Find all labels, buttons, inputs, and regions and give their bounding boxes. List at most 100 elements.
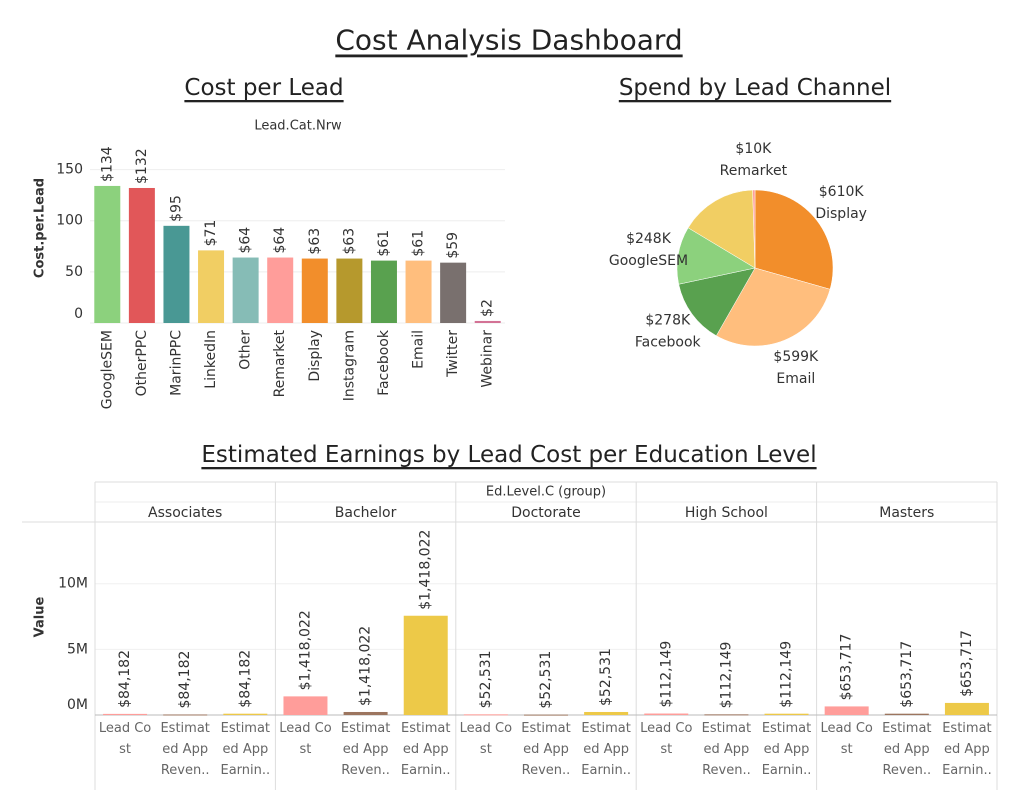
slice-value-label: $599K — [773, 349, 819, 365]
bar — [128, 187, 155, 323]
pie-slice — [715, 267, 831, 347]
x-tick-label: Email — [411, 330, 427, 369]
bar — [403, 615, 448, 715]
value-label: $52,531 — [538, 651, 554, 709]
value-label: $653,717 — [959, 630, 975, 697]
x-tick-label-box: Estimated App Earnin.. — [221, 721, 271, 778]
bar — [884, 713, 929, 715]
x-tick-label: Remarket — [272, 330, 288, 398]
x-tick-label: Lead Cost — [820, 721, 873, 757]
slice-label: Display — [815, 206, 867, 222]
value-label: $653,717 — [899, 641, 915, 708]
value-label: $1,418,022 — [358, 626, 374, 706]
value-label: $84,182 — [237, 650, 253, 708]
value-label: $64 — [272, 227, 288, 254]
x-tick-label: Twitter — [445, 330, 461, 378]
x-tick-label: Estimated App Earnin.. — [400, 721, 451, 778]
slice-value-label: $278K — [645, 313, 691, 329]
bar — [474, 320, 501, 323]
y-axis-title: Value — [33, 596, 48, 637]
bar — [94, 185, 121, 323]
slice-label: Remarket — [720, 163, 788, 179]
x-tick-label: Other — [238, 330, 254, 370]
x-tick-label-box: Lead Cost — [459, 721, 513, 757]
x-tick-label-box: Lead Cost — [98, 721, 152, 757]
value-label: $134 — [99, 146, 115, 182]
slice-value-label: $248K — [626, 231, 672, 247]
bar — [944, 702, 989, 715]
pie-slice — [687, 189, 756, 269]
bar — [223, 713, 268, 715]
chart-title: Estimated Earnings by Lead Cost per Educ… — [201, 442, 816, 468]
value-label: $653,717 — [839, 634, 855, 701]
x-tick-label-box: Estimated App Earnin.. — [581, 721, 631, 778]
panel-label: Associates — [148, 505, 222, 521]
x-tick-label: GoogleSEM — [99, 330, 115, 409]
value-label: $61 — [376, 230, 392, 257]
x-tick-label-box: Estimated App Reven.. — [702, 721, 751, 778]
value-label: $71 — [203, 220, 219, 247]
x-tick-label: Estimated App Earnin.. — [581, 721, 631, 778]
panel-label: Masters — [879, 505, 934, 521]
value-label: $61 — [411, 230, 427, 257]
x-tick-label: Estimated App Earnin.. — [761, 721, 812, 778]
x-axis-header: Lead.Cat.Nrw — [254, 119, 342, 134]
x-tick-label-box: Lead Cost — [820, 721, 873, 757]
slice-label: Facebook — [635, 335, 702, 351]
bar — [704, 714, 749, 716]
chart-title: Cost per Lead — [184, 75, 343, 101]
x-tick-label: Estimated App Reven.. — [160, 721, 210, 778]
value-label: $112,149 — [658, 641, 674, 708]
x-tick-label: Lead Cost — [98, 721, 152, 757]
x-tick-label-box: Estimated App Earnin.. — [942, 721, 992, 778]
x-tick-label: Facebook — [376, 329, 392, 396]
y-tick-label: 50 — [65, 264, 83, 280]
slice-value-label: $610K — [819, 184, 865, 200]
bar — [405, 260, 432, 323]
bar — [283, 696, 328, 715]
chart-title: Spend by Lead Channel — [619, 75, 891, 101]
x-tick-label: Estimated App Reven.. — [882, 721, 932, 778]
x-tick-label: LinkedIn — [203, 330, 219, 389]
y-tick-label: 0M — [67, 697, 88, 713]
dashboard-title: Cost Analysis Dashboard — [335, 24, 682, 57]
value-label: $52,531 — [598, 648, 614, 706]
bar — [267, 257, 294, 323]
x-tick-label: Display — [307, 330, 323, 382]
bar — [644, 713, 689, 715]
value-label: $64 — [238, 227, 254, 254]
x-tick-label-box: Estimated App Earnin.. — [400, 721, 451, 778]
value-label: $95 — [168, 195, 184, 222]
x-tick-label: Estimated App Reven.. — [521, 721, 571, 778]
value-label: $84,182 — [117, 650, 133, 708]
x-tick-label-box: Estimated App Reven.. — [160, 721, 210, 778]
x-tick-label: Lead Cost — [279, 721, 332, 757]
value-label: $84,182 — [177, 651, 193, 709]
value-label: $2 — [480, 299, 496, 317]
y-axis-title: Cost.per.Lead — [33, 178, 48, 278]
bar — [824, 706, 869, 715]
x-tick-label-box: Estimated App Reven.. — [521, 721, 571, 778]
bar — [336, 258, 363, 323]
bar — [103, 713, 148, 715]
bar — [370, 260, 397, 323]
value-label: $63 — [341, 228, 357, 255]
panel-label: Bachelor — [335, 505, 397, 521]
bar — [198, 250, 225, 323]
x-tick-label: OtherPPC — [134, 330, 150, 397]
value-label: $52,531 — [478, 650, 494, 708]
slice-value-label: $10K — [735, 141, 772, 157]
bar — [524, 714, 568, 716]
value-label: $1,418,022 — [418, 530, 434, 610]
x-tick-label-box: Lead Cost — [640, 721, 692, 757]
y-tick-label: 10M — [58, 576, 88, 592]
x-tick-label: Lead Cost — [459, 721, 513, 757]
x-tick-label-box: Estimated App Reven.. — [341, 721, 390, 778]
panel-label: Doctorate — [511, 505, 581, 521]
column-header: Ed.Level.C (group) — [486, 485, 606, 500]
x-tick-label: Webinar — [480, 330, 496, 388]
value-label: $1,418,022 — [297, 610, 313, 690]
x-tick-label: Estimated App Earnin.. — [942, 721, 992, 778]
bar — [343, 711, 388, 715]
